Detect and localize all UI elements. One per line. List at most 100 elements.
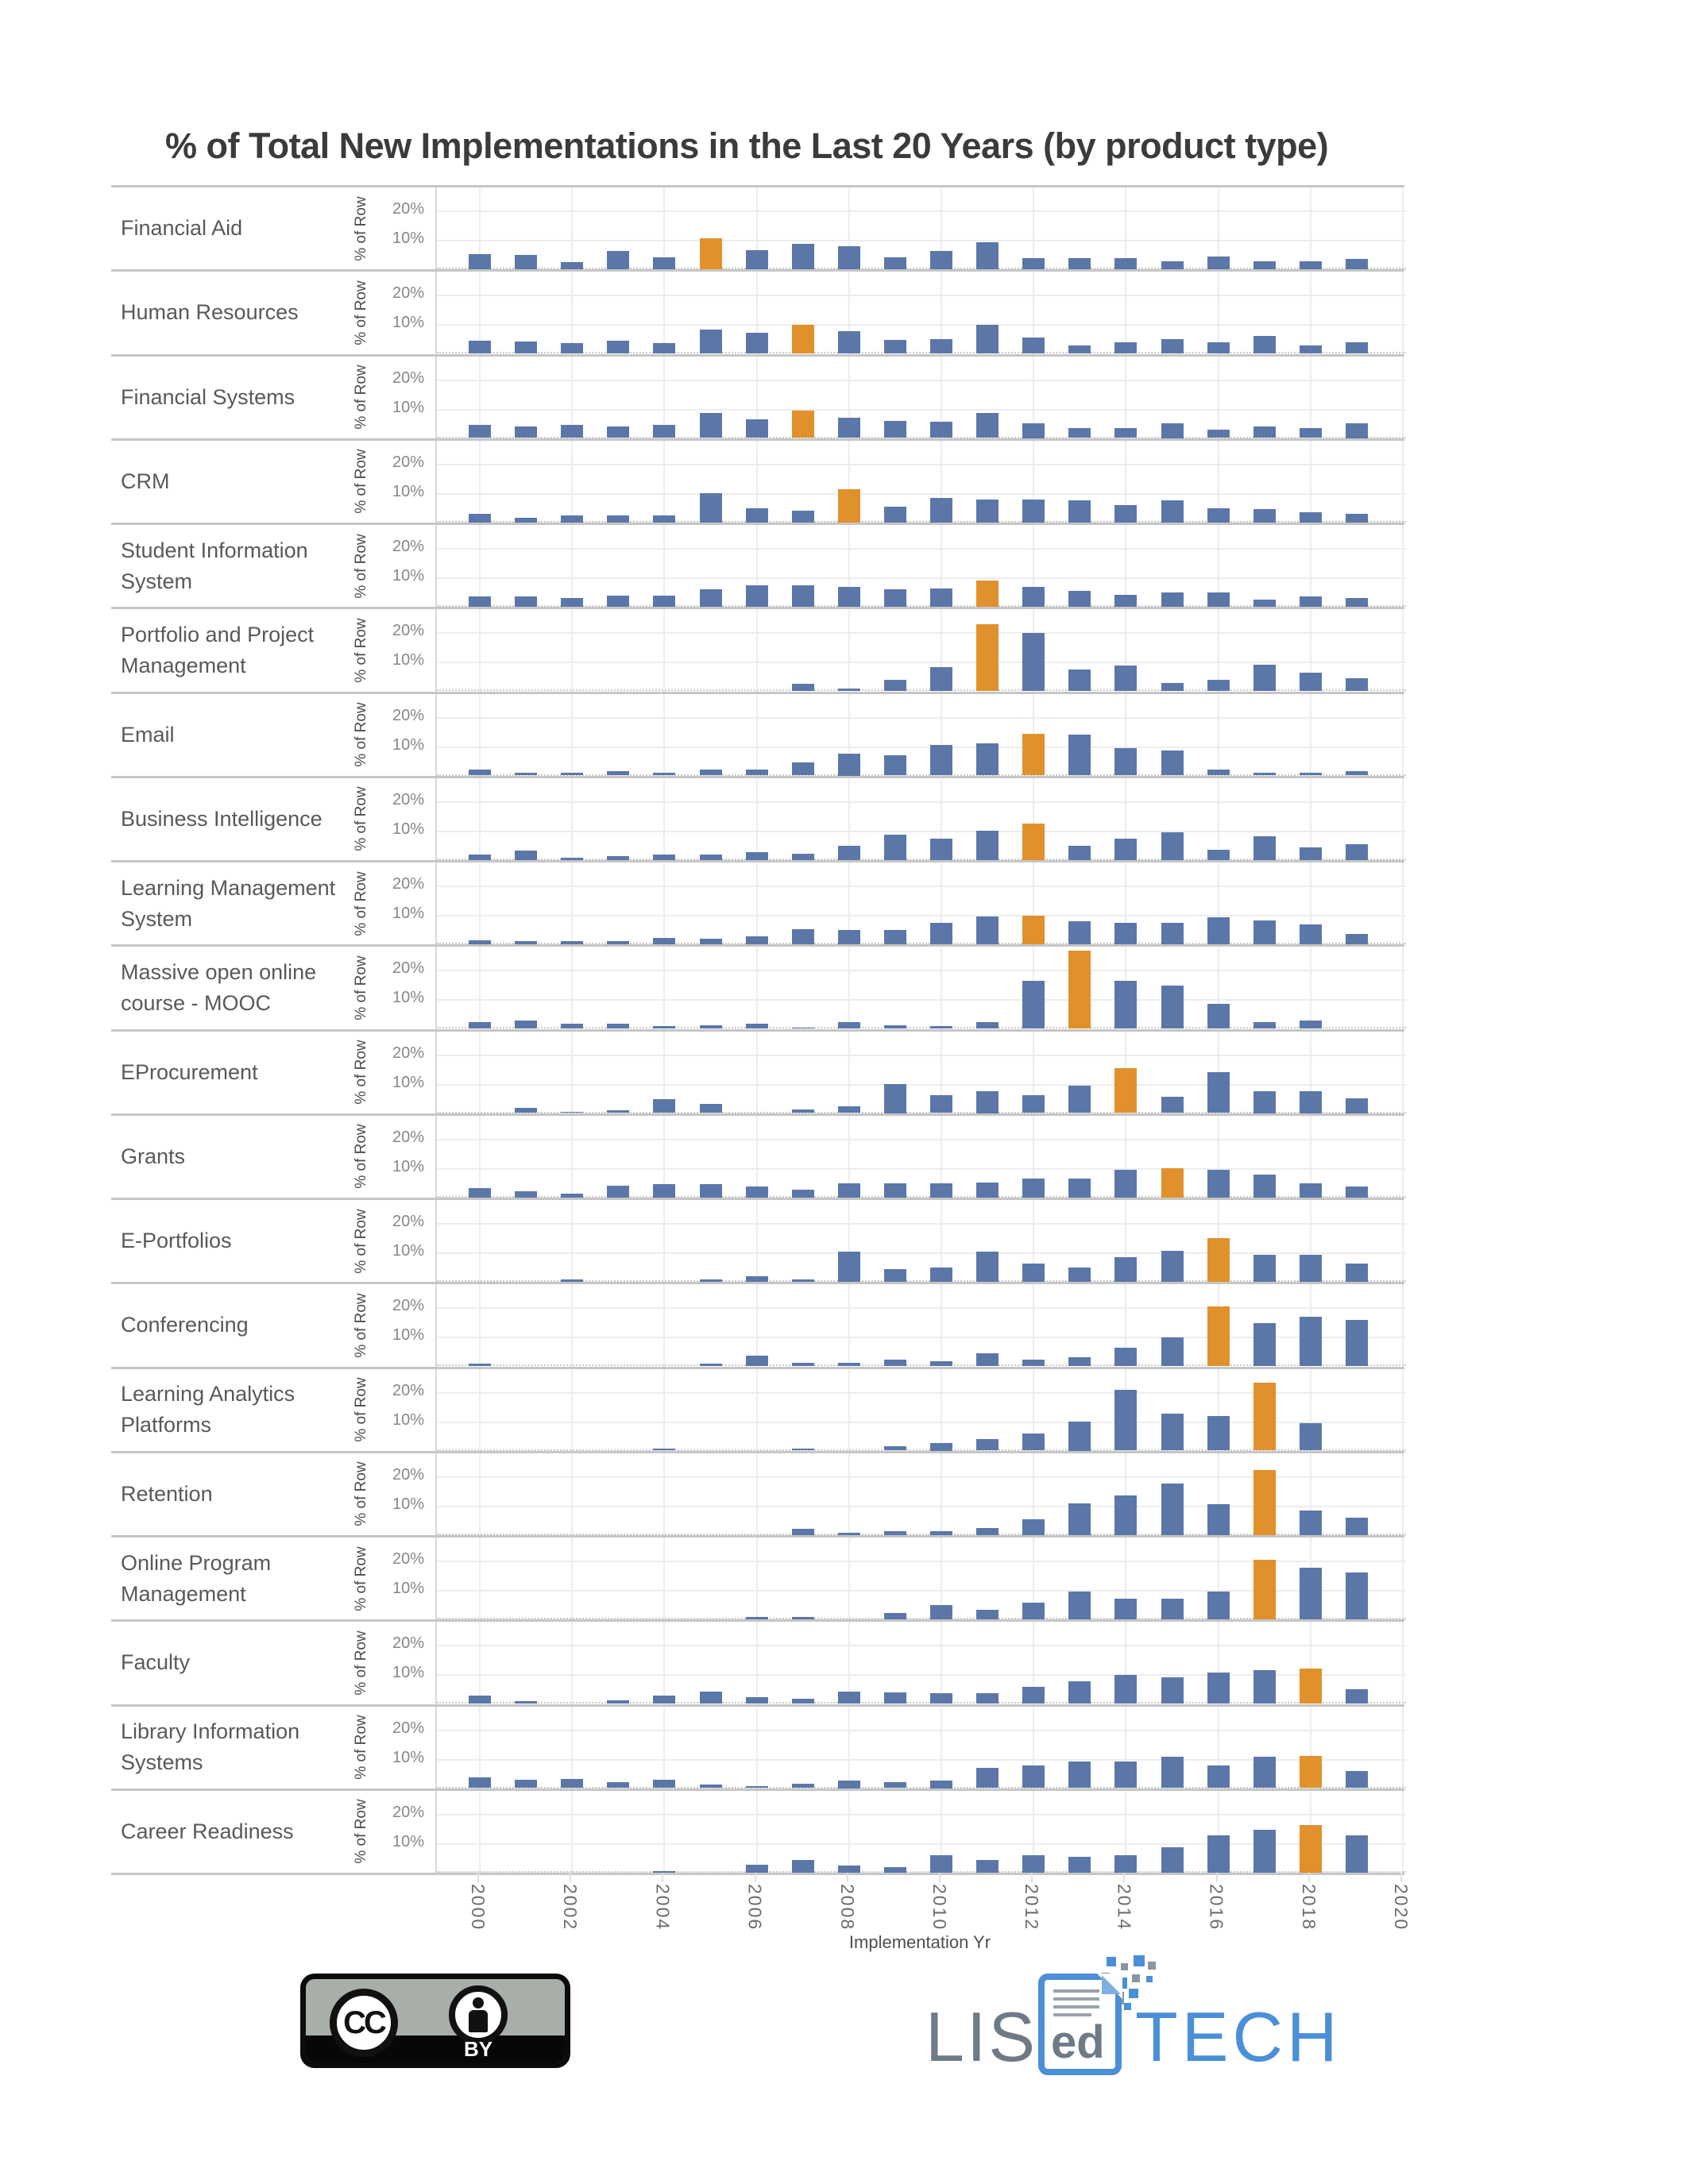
bar-highlight-2017[interactable] <box>1253 1469 1276 1535</box>
bar-2009[interactable] <box>883 1024 906 1029</box>
bar-2011[interactable] <box>976 1352 999 1367</box>
bar-2007[interactable] <box>791 1784 814 1788</box>
bar-2016[interactable] <box>1207 592 1230 607</box>
bar-2012[interactable] <box>1022 499 1045 523</box>
bar-2015[interactable] <box>1161 751 1184 776</box>
bar-2015[interactable] <box>1161 592 1184 607</box>
bar-2011[interactable] <box>976 1693 999 1704</box>
bar-2013[interactable] <box>1068 846 1091 860</box>
bar-2003[interactable] <box>607 856 630 860</box>
bar-2008[interactable] <box>837 1865 860 1873</box>
bar-2012[interactable] <box>1022 1765 1045 1788</box>
bar-2000[interactable] <box>469 1022 491 1029</box>
bar-2000[interactable] <box>469 596 491 607</box>
bar-2010[interactable] <box>930 422 952 438</box>
bar-2005[interactable] <box>699 939 722 944</box>
bar-2017[interactable] <box>1253 835 1276 860</box>
bar-2019[interactable] <box>1345 934 1368 944</box>
bar-2004[interactable] <box>653 1098 676 1113</box>
bar-2016[interactable] <box>1207 429 1230 438</box>
bar-2008[interactable] <box>837 754 860 776</box>
bar-2013[interactable] <box>1068 1085 1091 1113</box>
bar-2007[interactable] <box>791 684 814 692</box>
bar-2003[interactable] <box>607 1186 630 1198</box>
bar-2011[interactable] <box>976 499 999 523</box>
bar-2009[interactable] <box>883 930 906 944</box>
bar-2006[interactable] <box>745 1617 768 1619</box>
bar-2013[interactable] <box>1068 1356 1091 1367</box>
bar-2019[interactable] <box>1345 1572 1368 1619</box>
bar-2010[interactable] <box>930 1531 952 1535</box>
bar-highlight-2007[interactable] <box>791 325 814 354</box>
bar-2009[interactable] <box>883 506 906 523</box>
bar-2019[interactable] <box>1345 771 1368 776</box>
bar-2002[interactable] <box>561 858 584 860</box>
bar-2000[interactable] <box>469 513 491 523</box>
bar-2019[interactable] <box>1345 1517 1368 1535</box>
bar-2018[interactable] <box>1299 672 1322 692</box>
bar-2014[interactable] <box>1114 427 1138 438</box>
bar-2012[interactable] <box>1022 1179 1045 1198</box>
bar-2004[interactable] <box>653 1870 676 1873</box>
bar-2002[interactable] <box>561 1023 584 1029</box>
bar-2012[interactable] <box>1022 1264 1045 1282</box>
bar-2006[interactable] <box>745 419 768 438</box>
bar-2003[interactable] <box>607 340 630 354</box>
bar-2000[interactable] <box>469 340 491 354</box>
bar-2018[interactable] <box>1299 847 1322 860</box>
bar-2010[interactable] <box>930 1267 952 1282</box>
bar-2014[interactable] <box>1114 595 1138 607</box>
bar-2006[interactable] <box>745 1356 768 1367</box>
bar-2018[interactable] <box>1299 1091 1322 1113</box>
bar-2004[interactable] <box>653 1184 676 1198</box>
bar-2010[interactable] <box>930 922 952 944</box>
bar-2010[interactable] <box>930 250 952 269</box>
bar-2016[interactable] <box>1207 256 1230 269</box>
bar-2009[interactable] <box>883 1360 906 1367</box>
bar-2017[interactable] <box>1253 1323 1276 1367</box>
bar-2007[interactable] <box>791 1279 814 1282</box>
bar-highlight-2013[interactable] <box>1068 950 1091 1029</box>
bar-2001[interactable] <box>515 1021 538 1029</box>
bar-2010[interactable] <box>930 1094 952 1113</box>
bar-2007[interactable] <box>791 1109 814 1113</box>
bar-2010[interactable] <box>930 339 952 354</box>
bar-2011[interactable] <box>976 743 999 776</box>
bar-2010[interactable] <box>930 1443 952 1451</box>
bar-2014[interactable] <box>1114 747 1138 776</box>
bar-2019[interactable] <box>1345 1319 1368 1367</box>
bar-2002[interactable] <box>561 425 584 438</box>
bar-2019[interactable] <box>1345 677 1368 692</box>
bar-2002[interactable] <box>561 772 584 776</box>
bar-2004[interactable] <box>653 1448 676 1451</box>
bar-2000[interactable] <box>469 770 491 776</box>
bar-2004[interactable] <box>653 1025 676 1029</box>
bar-2004[interactable] <box>653 425 676 438</box>
bar-2019[interactable] <box>1345 423 1368 438</box>
bar-2014[interactable] <box>1114 1598 1138 1619</box>
bar-2011[interactable] <box>976 413 999 438</box>
bar-2013[interactable] <box>1068 258 1091 269</box>
bar-2016[interactable] <box>1207 1416 1230 1451</box>
bar-2003[interactable] <box>607 1109 630 1113</box>
bar-2001[interactable] <box>515 772 538 776</box>
bar-2016[interactable] <box>1207 770 1230 776</box>
bar-2003[interactable] <box>607 1782 630 1788</box>
bar-2016[interactable] <box>1207 1835 1230 1873</box>
bar-highlight-2012[interactable] <box>1022 915 1045 944</box>
bar-2016[interactable] <box>1207 1004 1230 1029</box>
bar-2007[interactable] <box>791 511 814 523</box>
bar-2006[interactable] <box>745 770 768 776</box>
bar-2012[interactable] <box>1022 1518 1045 1535</box>
bar-2001[interactable] <box>515 1191 538 1198</box>
bar-2000[interactable] <box>469 1188 491 1198</box>
bar-2015[interactable] <box>1161 1483 1184 1535</box>
bar-2002[interactable] <box>561 598 584 607</box>
bar-2004[interactable] <box>653 596 676 607</box>
bar-2013[interactable] <box>1068 669 1091 692</box>
bar-2005[interactable] <box>699 770 722 776</box>
bar-2017[interactable] <box>1253 336 1276 354</box>
bar-2006[interactable] <box>745 1023 768 1029</box>
bar-2013[interactable] <box>1068 427 1091 438</box>
bar-2003[interactable] <box>607 251 630 269</box>
